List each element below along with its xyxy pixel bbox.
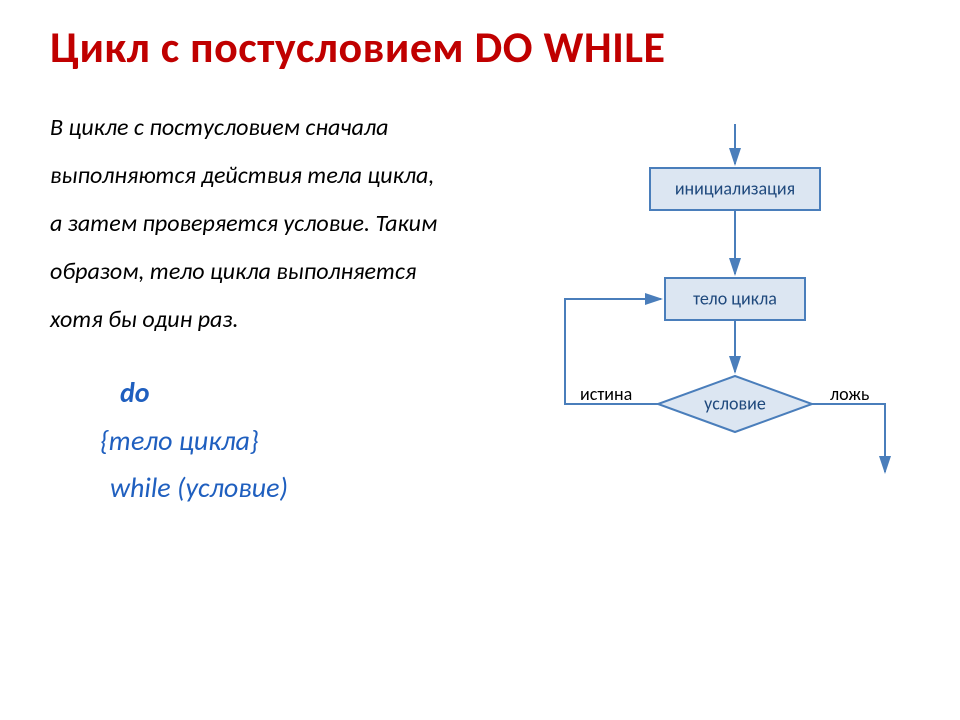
edge-true-label: истина — [580, 383, 632, 405]
flowchart-container: инициализация тело цикла условие истина … — [470, 104, 940, 512]
node-init-label: инициализация — [675, 177, 795, 199]
code-line-1: do — [50, 369, 450, 417]
node-cond-label: условие — [704, 392, 766, 414]
content-row: В цикле с постусловием сначала выполняют… — [0, 74, 960, 512]
node-body-label: тело цикла — [693, 287, 777, 309]
flowchart-svg: инициализация тело цикла условие истина … — [470, 104, 940, 504]
code-block: do {тело цикла} while (условие) — [50, 369, 450, 512]
edge-false-label: ложь — [830, 383, 869, 405]
page-title: Цикл с постусловием DO WHILE — [0, 0, 960, 74]
code-line-3: while (условие) — [50, 464, 450, 512]
description-text: В цикле с постусловием сначала выполняют… — [50, 104, 450, 344]
code-line-2: {тело цикла} — [50, 417, 450, 465]
edge-cond-false — [812, 404, 885, 472]
left-column: В цикле с постусловием сначала выполняют… — [50, 104, 470, 512]
